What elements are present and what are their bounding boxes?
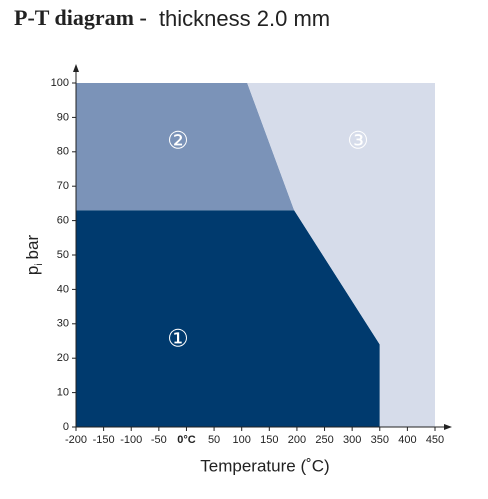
y-tick-label: 10 <box>57 387 69 399</box>
x-tick-label: 100 <box>233 434 251 446</box>
x-tick-label: -150 <box>93 434 115 446</box>
y-label-p: p <box>23 266 42 275</box>
x-tick-label: 50 <box>208 434 220 446</box>
y-axis-label: pi bar <box>23 235 44 276</box>
region-label: ③ <box>347 127 369 154</box>
y-tick-label: 80 <box>57 146 69 158</box>
y-tick-label: 90 <box>57 111 69 123</box>
x-tick-label: 450 <box>426 434 444 446</box>
x-tick-label: -50 <box>151 434 167 446</box>
y-tick-label: 100 <box>51 77 69 89</box>
x-tick-label: -200 <box>65 434 87 446</box>
x-tick-label: 400 <box>398 434 416 446</box>
y-tick-label: 70 <box>57 180 69 192</box>
region <box>76 210 380 427</box>
y-axis-arrow <box>73 64 79 72</box>
y-tick-label: 20 <box>57 352 69 364</box>
y-label-unit: bar <box>23 235 42 260</box>
x-tick-label: -100 <box>120 434 142 446</box>
y-tick-label: 0 <box>63 421 69 433</box>
plot-area: ①② ③-200 -150 -100 -50 0°C 50 100 150 200 250 300 35… <box>51 64 452 446</box>
title-bold: P-T diagram - <box>14 5 147 30</box>
region <box>76 83 295 211</box>
x-tick-label: 250 <box>315 434 333 446</box>
x-tick-label: 350 <box>371 434 389 446</box>
x-tick-label: 300 <box>343 434 361 446</box>
x-tick-label: 150 <box>260 434 278 446</box>
y-tick-label: 50 <box>57 249 69 261</box>
x-tick-label: 200 <box>288 434 306 446</box>
y-tick-label: 60 <box>57 215 69 227</box>
y-tick-label: 40 <box>57 283 69 295</box>
y-tick-label: 30 <box>57 318 69 330</box>
x-axis-label: Temperature (˚C) <box>200 456 329 475</box>
region-label: ① <box>167 325 189 352</box>
region-label: ② <box>167 127 189 154</box>
region <box>247 83 435 427</box>
x-tick-label: 0°C <box>177 434 196 446</box>
y-label-sub: i <box>34 263 45 265</box>
x-axis-arrow <box>444 424 452 430</box>
chart-title: P-T diagram - thickness 2.0 mm <box>14 5 330 31</box>
title-rest: thickness 2.0 mm <box>159 6 330 31</box>
